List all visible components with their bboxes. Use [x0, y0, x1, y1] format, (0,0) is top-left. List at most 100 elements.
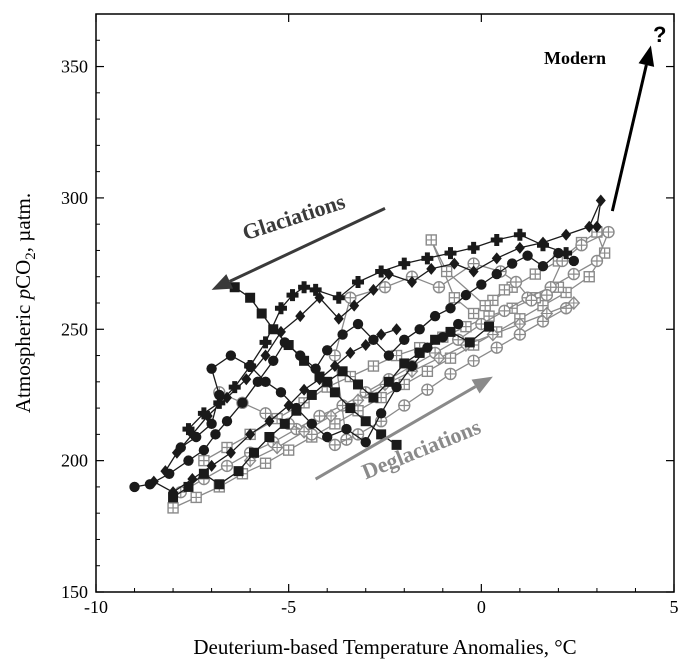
data-point: [245, 428, 256, 441]
data-point: [349, 299, 360, 312]
data-point: [148, 475, 159, 488]
data-point: [376, 429, 387, 440]
y-tick-label: 150: [61, 582, 88, 602]
data-point: [225, 446, 236, 459]
data-point: [351, 428, 365, 441]
glaciations-label: Glaciations: [239, 188, 348, 245]
data-point: [468, 265, 479, 278]
x-tick-label: 0: [477, 597, 486, 617]
data-point: [333, 312, 344, 325]
data-point: [168, 492, 179, 503]
data-point: [268, 324, 279, 335]
data-point: [583, 271, 595, 283]
annotation-arrow: [610, 45, 655, 212]
data-point: [383, 350, 395, 361]
data-point: [182, 423, 195, 436]
y-axis-title-part1: Atmospheric: [11, 299, 35, 413]
y-tick-label: 300: [61, 188, 88, 208]
x-tick-label: 5: [670, 597, 678, 617]
data-point: [464, 337, 475, 348]
data-point: [444, 247, 457, 260]
data-point: [391, 439, 402, 450]
data-point: [256, 308, 267, 319]
data-point: [445, 326, 456, 337]
x-tick-label: -5: [281, 597, 296, 617]
data-point: [259, 457, 272, 469]
data-point: [414, 347, 425, 358]
data-point: [314, 371, 325, 382]
data-point: [440, 265, 453, 278]
data-point: [484, 321, 495, 332]
data-point: [241, 373, 252, 386]
data-point: [513, 317, 527, 331]
y-tick-label: 350: [61, 57, 88, 77]
data-point: [360, 437, 371, 448]
data-point: [309, 283, 322, 296]
modern-label: Modern: [544, 48, 606, 68]
data-point: [575, 238, 588, 252]
data-point: [422, 342, 433, 353]
data-point: [584, 220, 595, 233]
data-point: [360, 339, 371, 352]
data-point: [206, 459, 217, 472]
data-point: [233, 466, 244, 477]
data-point: [460, 289, 472, 301]
data-point: [171, 446, 182, 459]
data-point: [229, 282, 240, 293]
data-point: [449, 257, 460, 270]
data-point: [506, 258, 518, 269]
data-point: [375, 265, 388, 278]
data-point: [221, 416, 233, 427]
data-point: [376, 328, 387, 341]
y-tick-label: 200: [61, 451, 88, 471]
data-point: [264, 415, 275, 428]
series-line: [249, 302, 575, 462]
data-point: [283, 340, 294, 351]
data-point: [270, 440, 284, 455]
data-point: [344, 370, 357, 383]
y-axis-title-unit: , µatm.: [11, 193, 35, 252]
data-point: [467, 257, 480, 270]
data-point: [353, 379, 364, 390]
data-point: [513, 228, 526, 241]
data-point: [206, 418, 217, 430]
data-point: [560, 247, 573, 260]
data-point: [322, 345, 333, 356]
data-point: [286, 289, 299, 302]
data-point: [129, 481, 140, 493]
data-point: [540, 288, 554, 302]
data-point: [245, 292, 256, 303]
data-point: [448, 292, 461, 304]
data-point: [214, 479, 225, 490]
data-point: [391, 323, 402, 336]
data-point: [529, 268, 541, 280]
data-point: [183, 481, 194, 492]
data-point: [399, 334, 410, 345]
data-point: [537, 299, 549, 312]
data-point: [282, 444, 295, 456]
data-point: [283, 399, 294, 412]
data-point: [368, 283, 379, 296]
data-point: [479, 299, 491, 312]
data-point: [490, 233, 503, 246]
data-point: [406, 360, 418, 372]
data-point: [345, 403, 356, 414]
data-point: [332, 291, 345, 304]
data-point: [167, 502, 179, 514]
data-point: [197, 407, 210, 420]
data-point: [268, 355, 279, 366]
data-point: [467, 307, 480, 320]
y-axis-title-p: p: [11, 289, 35, 302]
data-point: [399, 358, 410, 369]
data-point: [306, 389, 317, 400]
data-point: [206, 363, 217, 374]
data-point: [537, 261, 549, 272]
data-point: [244, 360, 257, 373]
y-axis-title-co: CO: [11, 260, 35, 289]
data-point: [467, 354, 480, 367]
data-point: [430, 334, 441, 345]
data-point: [237, 397, 248, 409]
data-point: [329, 387, 340, 398]
data-series: [243, 296, 581, 468]
